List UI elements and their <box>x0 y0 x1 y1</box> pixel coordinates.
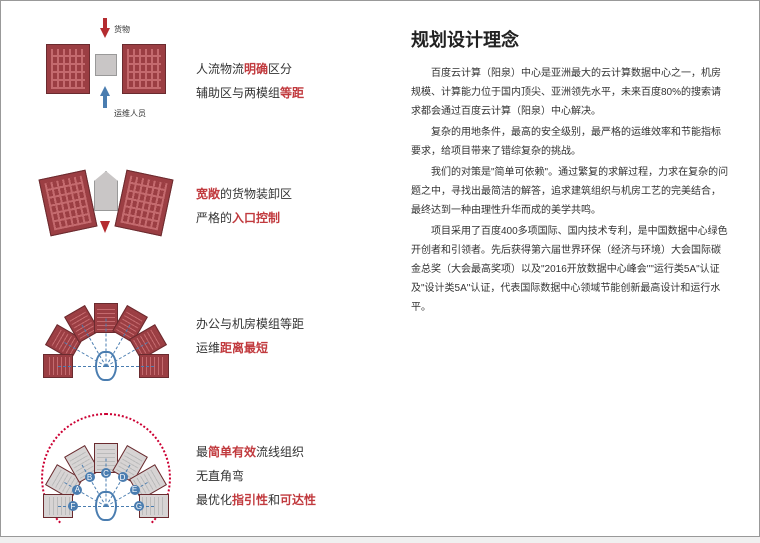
spoke-line <box>106 319 107 367</box>
diagram-3 <box>31 276 181 396</box>
spoke-line <box>58 506 106 507</box>
caption-line: 辅助区与两模组等距 <box>196 81 371 105</box>
caption-line: 运维距离最短 <box>196 336 371 360</box>
paragraph: 百度云计算（阳泉）中心是亚洲最大的云计算数据中心之一，机房规模、计算能力位于国内… <box>411 64 729 121</box>
diagrams-column: 货物 运维人员 人流物流明确区分 辅助区与两模组等距 <box>31 26 371 511</box>
section-2: 宽敞的货物装卸区 严格的入口控制 <box>31 156 371 256</box>
section-4: ABCDE F G 最简单有效流线组织 无直角弯 最优化指引性和可达性 <box>31 416 371 536</box>
diagram-4: ABCDE F G <box>31 416 181 536</box>
module-tag: D <box>118 472 128 482</box>
arrow-down-icon <box>100 221 110 233</box>
module-tag: E <box>130 485 140 495</box>
paragraph: 复杂的用地条件，最高的安全级别，最严格的运维效率和节能指标要求，给项目带来了错综… <box>411 123 729 161</box>
caption-line: 办公与机房模组等距 <box>196 312 371 336</box>
module-tag: B <box>85 472 95 482</box>
module-tag: F <box>68 501 78 511</box>
page-title: 规划设计理念 <box>411 26 729 52</box>
section-3: 办公与机房模组等距 运维距离最短 <box>31 276 371 396</box>
module-right <box>114 170 173 237</box>
captions-2: 宽敞的货物装卸区 严格的入口控制 <box>196 182 371 230</box>
captions-1: 人流物流明确区分 辅助区与两模组等距 <box>196 57 371 105</box>
arrow-up-icon <box>100 86 110 96</box>
section-1: 货物 运维人员 人流物流明确区分 辅助区与两模组等距 <box>31 26 371 136</box>
module-tag: A <box>72 485 82 495</box>
caption-line: 严格的入口控制 <box>196 206 371 230</box>
loading-zone <box>94 171 118 211</box>
page: 货物 运维人员 人流物流明确区分 辅助区与两模组等距 <box>0 0 760 537</box>
module-right <box>122 44 166 94</box>
captions-4: 最简单有效流线组织 无直角弯 最优化指引性和可达性 <box>196 440 371 512</box>
spoke-line <box>106 366 154 367</box>
caption-line: 宽敞的货物装卸区 <box>196 182 371 206</box>
text-column: 规划设计理念 百度云计算（阳泉）中心是亚洲最大的云计算数据中心之一，机房规模、计… <box>371 26 729 511</box>
captions-3: 办公与机房模组等距 运维距离最短 <box>196 312 371 360</box>
paragraph: 我们的对策是"简单可依赖"。通过繁复的求解过程，力求在复杂的问题之中，寻找出最简… <box>411 163 729 220</box>
module-tag: C <box>101 468 111 478</box>
diagram-1: 货物 运维人员 <box>31 26 181 136</box>
arrow-down-icon <box>100 28 110 38</box>
caption-line: 人流物流明确区分 <box>196 57 371 81</box>
label-cargo: 货物 <box>114 24 130 35</box>
module-tag: G <box>134 501 144 511</box>
spoke-line <box>58 366 106 367</box>
module-left <box>38 170 97 237</box>
diagram-2 <box>31 156 181 256</box>
aux-block <box>95 54 117 76</box>
paragraph: 项目采用了百度400多项国际、国内技术专利，是中国数据中心绿色开创者和引领者。先… <box>411 222 729 317</box>
module-left <box>46 44 90 94</box>
label-staff: 运维人员 <box>114 108 146 119</box>
caption-line: 无直角弯 <box>196 464 371 488</box>
caption-line: 最优化指引性和可达性 <box>196 488 371 512</box>
caption-line: 最简单有效流线组织 <box>196 440 371 464</box>
spoke-line <box>106 506 154 507</box>
body-text: 百度云计算（阳泉）中心是亚洲最大的云计算数据中心之一，机房规模、计算能力位于国内… <box>411 64 729 317</box>
spoke-line <box>106 459 107 507</box>
